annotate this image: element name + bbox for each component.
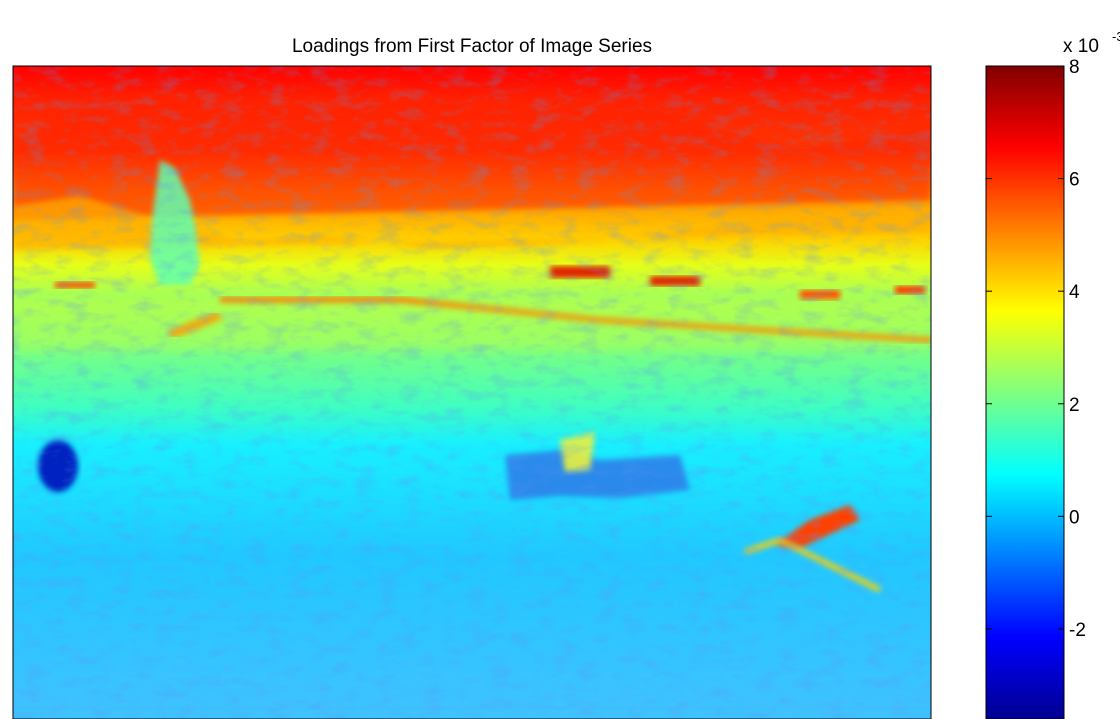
colorbar-tick-label: 8 bbox=[1069, 57, 1080, 78]
colorbar-ticks: 8 6 4 2 0 -2 bbox=[986, 57, 1086, 641]
colorbar-tick-label: -2 bbox=[1069, 620, 1086, 641]
colorbar-exponent-power: -3 bbox=[1112, 29, 1120, 44]
chart-title: Loadings from First Factor of Image Seri… bbox=[292, 36, 652, 57]
colorbar-gradient bbox=[986, 66, 1064, 719]
colorbar-tick-label: 6 bbox=[1069, 170, 1080, 191]
colorbar-exponent-label: x 10 bbox=[1063, 36, 1099, 57]
colorbar-tick-label: 4 bbox=[1069, 282, 1080, 303]
colorbar: 8 6 4 2 0 -2 x 10 -3 bbox=[985, 29, 1120, 719]
heatmap-image bbox=[13, 66, 931, 719]
colorbar-tick-label: 0 bbox=[1069, 507, 1080, 528]
plot-frame bbox=[12, 65, 932, 719]
colorbar-tick-label: 2 bbox=[1069, 395, 1080, 416]
